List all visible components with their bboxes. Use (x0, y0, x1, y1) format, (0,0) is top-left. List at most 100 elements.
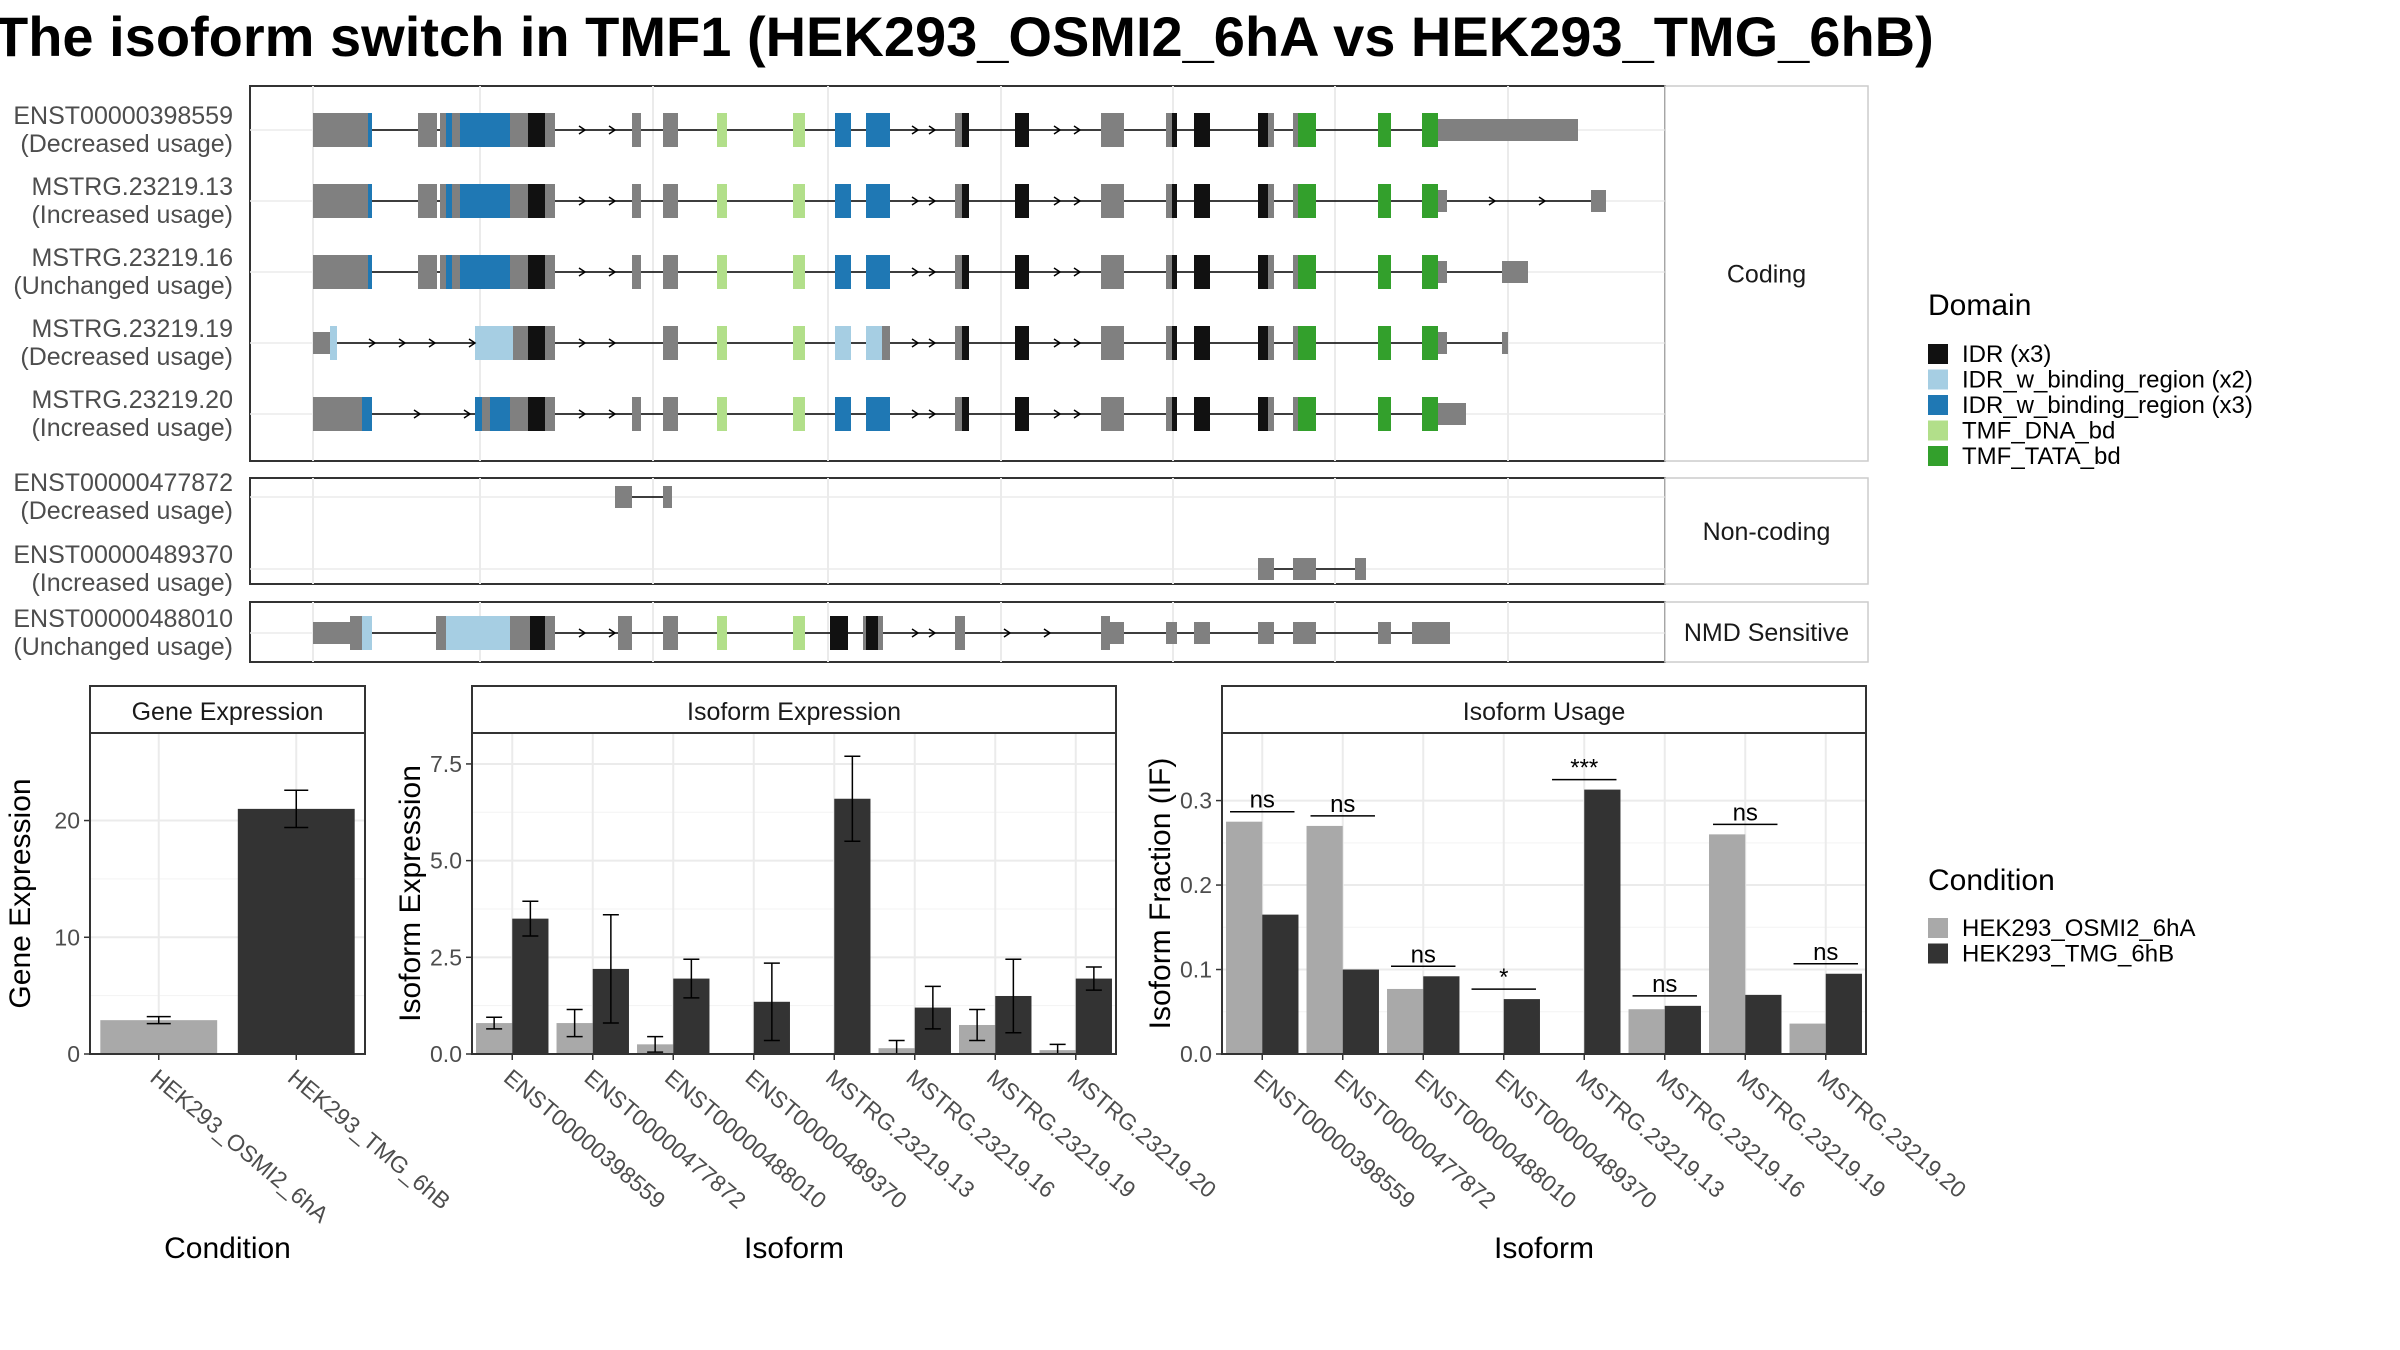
domain-block (962, 326, 969, 360)
facet-strip (1664, 477, 1869, 585)
domain-block (717, 397, 727, 431)
y-tick-label: 2.5 (430, 944, 462, 970)
bar (1628, 1009, 1665, 1054)
domain-block (1378, 397, 1391, 431)
domain-block (446, 113, 452, 147)
bar (1306, 825, 1343, 1054)
domain-block (1194, 184, 1210, 218)
domain-legend-key (1928, 446, 1948, 466)
direction-arrow (463, 409, 472, 419)
transcript-label: MSTRG.23219.13 (32, 173, 234, 201)
direction-arrow (1003, 628, 1012, 638)
domain-block (1015, 184, 1029, 218)
figure-title: The isoform switch in TMF1 (HEK293_OSMI2… (0, 5, 1934, 68)
condition-legend-label: HEK293_OSMI2_6hA (1962, 915, 2195, 942)
bar (512, 918, 549, 1054)
domain-block (460, 184, 510, 218)
direction-arrow (608, 628, 617, 638)
domain-block (793, 184, 805, 218)
domain-block (528, 113, 545, 147)
condition-legend-title: Condition (1928, 864, 2055, 897)
transcript-label: MSTRG.23219.19 (32, 315, 234, 343)
direction-arrow (578, 409, 587, 419)
domain-legend-label: TMF_DNA_bd (1962, 418, 2115, 445)
direction-arrow (578, 338, 587, 348)
domain-block (460, 255, 510, 289)
exon-block (663, 255, 678, 289)
exon-block (632, 255, 641, 289)
domain-block (835, 184, 851, 218)
domain-block (717, 326, 727, 360)
domain-block (962, 184, 969, 218)
domain-block (1194, 255, 1210, 289)
domain-block (793, 326, 805, 360)
domain-block (866, 255, 890, 289)
exon-block (1412, 622, 1450, 644)
direction-arrow (928, 196, 937, 206)
exon-block (1293, 622, 1316, 644)
bar (1075, 978, 1112, 1054)
domain-block (1172, 255, 1177, 289)
domain-block (866, 184, 890, 218)
domain-block (835, 397, 851, 431)
exon-block (1166, 184, 1177, 218)
facet-strip (1664, 85, 1869, 462)
transcript-label: MSTRG.23219.16 (32, 244, 234, 272)
domain-block (866, 397, 890, 431)
domain-block (528, 255, 545, 289)
domain-block (446, 184, 452, 218)
direction-arrow (1073, 267, 1082, 277)
direction-arrow (413, 409, 422, 419)
exon-block (1101, 184, 1124, 218)
transcript-usage-label: (Unchanged usage) (13, 272, 233, 300)
y-axis-label: Gene Expression (4, 778, 37, 1008)
exon-block (955, 113, 965, 147)
bar (1503, 999, 1540, 1054)
exon-block (1502, 332, 1508, 354)
domain-block (866, 616, 878, 650)
exon-block (418, 184, 437, 218)
exon-block (1166, 326, 1177, 360)
domain-block (490, 397, 510, 431)
domain-block (1258, 113, 1268, 147)
y-axis-label: Isoform Fraction (IF) (1144, 758, 1177, 1030)
domain-block (528, 326, 545, 360)
exon-block (663, 397, 678, 431)
domain-block (510, 616, 530, 650)
direction-arrow (911, 196, 920, 206)
domain-block (1422, 184, 1438, 218)
y-tick-label: 0.3 (1180, 788, 1212, 814)
domain-block (793, 616, 805, 650)
significance-label: ns (1813, 939, 1838, 966)
x-tick-label: MSTRG.23219.16 (1652, 1064, 1811, 1203)
exon-block (663, 326, 678, 360)
exon-block (618, 616, 632, 650)
facet-strip (1221, 685, 1867, 734)
exon-block (313, 261, 350, 283)
domain-block (446, 255, 452, 289)
exon-block (663, 113, 678, 147)
exon-block (1166, 622, 1177, 644)
condition-legend-key (1928, 943, 1948, 964)
domain-block (446, 616, 460, 650)
exon-block (615, 486, 632, 508)
transcript-label: ENST00000489370 (13, 541, 233, 569)
direction-arrow (578, 267, 587, 277)
significance-label: ns (1330, 791, 1355, 818)
exon-block (663, 616, 678, 650)
domain-block (1298, 255, 1316, 289)
significance-label: ns (1250, 787, 1275, 814)
domain-block (962, 113, 969, 147)
bar (1342, 969, 1379, 1054)
direction-arrow (1053, 338, 1062, 348)
exon-block (1101, 397, 1124, 431)
domain-block (362, 616, 372, 650)
domain-block (793, 113, 805, 147)
domain-legend-key (1928, 395, 1948, 415)
exon-block (418, 255, 437, 289)
domain-block (962, 397, 969, 431)
domain-block (545, 397, 555, 431)
direction-arrow (578, 628, 587, 638)
significance-label: ns (1411, 941, 1436, 968)
